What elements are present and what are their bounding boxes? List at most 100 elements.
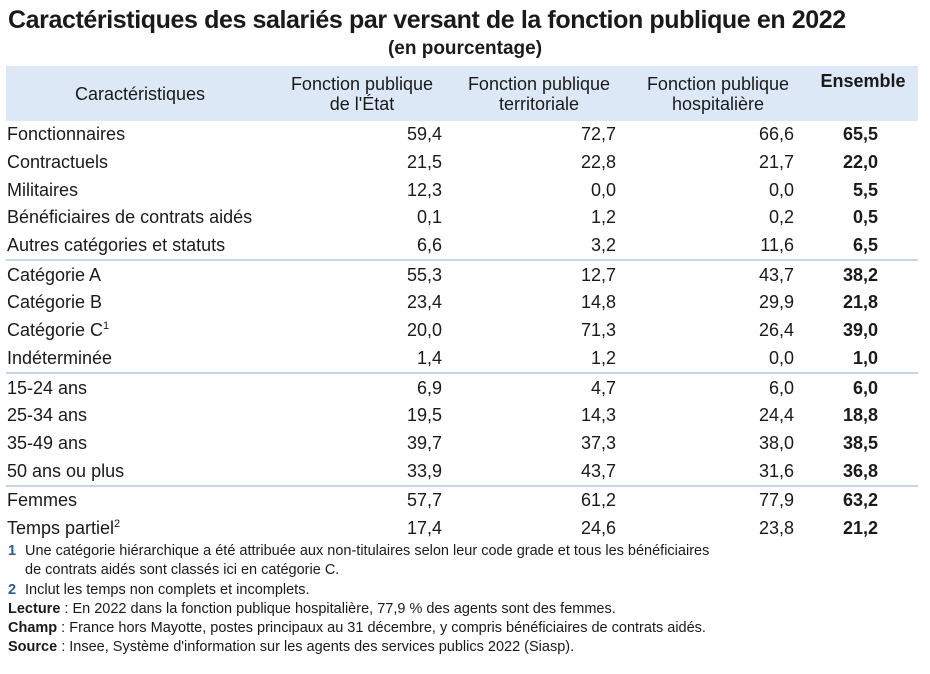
cell-fpt: 12,7 (450, 259, 628, 290)
row-label: 35-49 ans (7, 432, 88, 453)
cell-fpt: 4,7 (450, 372, 628, 402)
cell-fpe: 12,3 (406, 179, 442, 200)
cell-fph: 21,7 (758, 152, 794, 173)
row-label-cell: Militaires (6, 176, 274, 204)
champ-note: Champ : France hors Mayotte, postes prin… (8, 619, 922, 638)
cell-fpt: 43,7 (580, 460, 616, 481)
cell-fpe: 19,5 (406, 405, 442, 426)
row-label-cell: 50 ans ou plus (6, 457, 274, 486)
table-row: Catégorie B 23,4 14,8 29,9 21,8 (6, 289, 918, 317)
cell-ensemble: 36,8 (842, 460, 878, 481)
footnote-ref: 2 (114, 517, 121, 530)
cell-fph: 23,8 (758, 517, 794, 538)
cell-ensemble: 22,0 (842, 152, 878, 173)
cell-fpe: 59,4 (406, 124, 442, 145)
row-label: Contractuels (7, 152, 109, 173)
row-label: Fonctionnaires (7, 124, 126, 145)
cell-ensemble: 18,8 (842, 405, 878, 426)
cell-fpt: 37,3 (580, 432, 616, 453)
cell-fpe: 55,3 (274, 259, 450, 290)
table-row: Militaires 12,3 0,0 0,0 5,5 (6, 176, 918, 204)
cell-fph: 77,9 (628, 484, 808, 515)
cell-fpe: 0,1 (416, 207, 442, 228)
header-fpe-line2: de l'État (329, 93, 395, 114)
cell-fpt: 24,6 (580, 517, 616, 538)
cell-fph: 38,0 (758, 432, 794, 453)
champ-text: : France hors Mayotte, postes principaux… (57, 620, 706, 637)
cell-fpe: 21,5 (406, 152, 442, 173)
row-label-cell: 15-24 ans (6, 372, 274, 402)
footnote-1-number: 1 (8, 543, 17, 559)
row-label: Catégorie A (7, 264, 102, 285)
row-label: Temps partiel (7, 517, 115, 538)
row-label: 50 ans ou plus (7, 460, 125, 481)
cell-fpe: 23,4 (406, 292, 442, 313)
source-note: Source : Insee, Système d'information su… (8, 638, 922, 657)
cell-fpe: 33,9 (406, 460, 442, 481)
header-caracteristiques: Caractéristiques (6, 66, 274, 121)
cell-fpt: 3,2 (590, 235, 616, 256)
cell-fph: 31,6 (758, 460, 794, 481)
row-label-cell: 25-34 ans (6, 402, 274, 430)
header-ensemble: Ensemble (808, 66, 918, 121)
cell-fpe: 20,0 (406, 320, 442, 341)
table-row: Bénéficiaires de contrats aidés 0,1 1,2 0,2… (6, 204, 918, 232)
row-label-cell: Catégorie B (6, 289, 274, 317)
row-label-cell: Indéterminée (6, 345, 274, 374)
row-label-cell: Bénéficiaires de contrats aidés (6, 204, 274, 232)
table-row: 50 ans ou plus 33,9 43,7 31,6 36,8 (6, 457, 918, 486)
table-row: 35-49 ans 39,7 37,3 38,0 38,5 (6, 430, 918, 458)
row-label: Bénéficiaires de contrats aidés (7, 207, 253, 228)
row-label: Militaires (7, 179, 79, 200)
cell-fpe: 6,9 (274, 372, 450, 402)
cell-fph: 43,7 (628, 259, 808, 290)
cell-fpt: 72,7 (580, 124, 616, 145)
header-ensemble-label: Ensemble (820, 71, 906, 91)
cell-ensemble: 38,2 (808, 259, 918, 290)
source-label: Source (8, 639, 58, 656)
table-row: Contractuels 21,5 22,8 21,7 22,0 (6, 149, 918, 177)
header-fpt: Fonction publique territoriale (450, 66, 628, 121)
table-row: Indéterminée 1,4 1,2 0,0 1,0 (6, 345, 918, 374)
cell-fpt: 14,3 (580, 405, 616, 426)
row-label: Indéterminée (7, 347, 113, 368)
cell-fpe: 57,7 (274, 484, 450, 515)
cell-ensemble: 6,5 (852, 235, 878, 256)
lecture-label: Lecture (8, 600, 61, 617)
table-body: Fonctionnaires 59,4 72,7 66,6 65,5 Contractue… (6, 121, 918, 542)
cell-fph: 0,0 (768, 347, 794, 368)
cell-ensemble: 0,5 (852, 207, 878, 228)
cell-fph: 11,6 (760, 235, 794, 256)
footnote-2-text: Inclut les temps non complets et incompl… (25, 581, 310, 598)
cell-ensemble: 38,5 (842, 432, 878, 453)
cell-fpt: 61,2 (450, 484, 628, 515)
row-label: Catégorie C (7, 320, 104, 341)
cell-fpt: 0,0 (590, 179, 616, 200)
footnote-1: 1 Une catégorie hiérarchique a été attri… (8, 542, 922, 561)
table-row: Fonctionnaires 59,4 72,7 66,6 65,5 (6, 121, 918, 149)
cell-ensemble: 6,0 (808, 372, 918, 402)
cell-fph: 29,9 (758, 292, 794, 313)
header-fpt-line2: territoriale (498, 93, 580, 114)
champ-label: Champ (8, 620, 58, 637)
lecture-text: : En 2022 dans la fonction publique hosp… (60, 600, 616, 617)
row-label-cell: Autres catégories et statuts (6, 232, 274, 261)
data-table: Caractéristiques Fonction publique de l'… (6, 66, 918, 542)
header-fph: Fonction publique hospitalière (628, 66, 808, 121)
cell-ensemble: 5,5 (852, 179, 878, 200)
row-label-cell: Fonctionnaires (6, 121, 274, 149)
row-label: Femmes (7, 490, 78, 511)
footnote-1-line2: de contrats aidés sont classés ici en ca… (25, 562, 340, 579)
header-fpe-line1: Fonction publique (290, 73, 434, 94)
cell-ensemble: 1,0 (852, 347, 878, 368)
row-label: Autres catégories et statuts (7, 235, 226, 256)
cell-fpt: 22,8 (580, 152, 616, 173)
footnote-ref: 1 (103, 320, 110, 333)
cell-fph: 6,0 (628, 372, 808, 402)
table-row: Catégorie C1 20,0 71,3 26,4 39,0 (6, 317, 918, 345)
cell-fph: 66,6 (758, 124, 794, 145)
lecture-note: Lecture : En 2022 dans la fonction publi… (8, 600, 922, 619)
footnote-2: 2 Inclut les temps non complets et incom… (8, 581, 922, 600)
cell-fph: 24,4 (758, 405, 794, 426)
cell-ensemble: 63,2 (808, 484, 918, 515)
